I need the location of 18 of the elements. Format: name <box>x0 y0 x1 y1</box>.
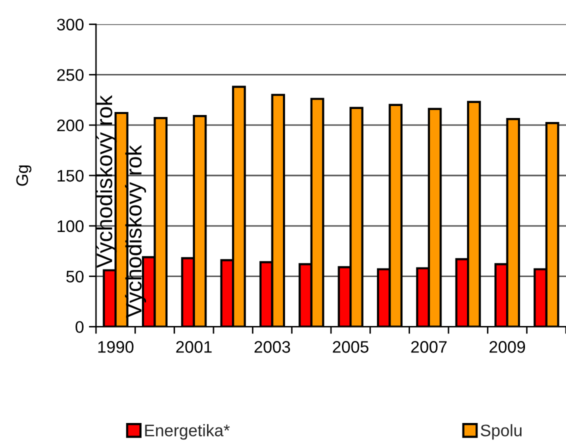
y-tick-label: 200 <box>57 120 84 132</box>
y-tick-label: 150 <box>58 170 84 182</box>
annotation: Východiskový rok <box>96 95 117 268</box>
x-tick-label: 2007 <box>411 341 447 353</box>
y-tick-label: 300 <box>57 18 84 31</box>
legend-label: Spolu <box>480 424 522 440</box>
x-tick-label: 2001 <box>176 341 212 353</box>
annotation: Východiskový rok <box>125 144 146 318</box>
legend-label: Energetika* <box>145 424 230 440</box>
y-tick-label: 100 <box>58 220 84 232</box>
y-tick-label: 250 <box>57 69 84 81</box>
x-tick-label: 2003 <box>254 341 290 353</box>
y-tick-label: 50 <box>66 270 84 283</box>
y-tick-label: 0 <box>76 321 84 333</box>
x-tick-label: 1990 <box>98 341 134 353</box>
y-axis-title: Gg <box>16 165 32 186</box>
x-tick-label: 2005 <box>332 341 368 353</box>
x-tick-label: 2009 <box>490 341 525 353</box>
